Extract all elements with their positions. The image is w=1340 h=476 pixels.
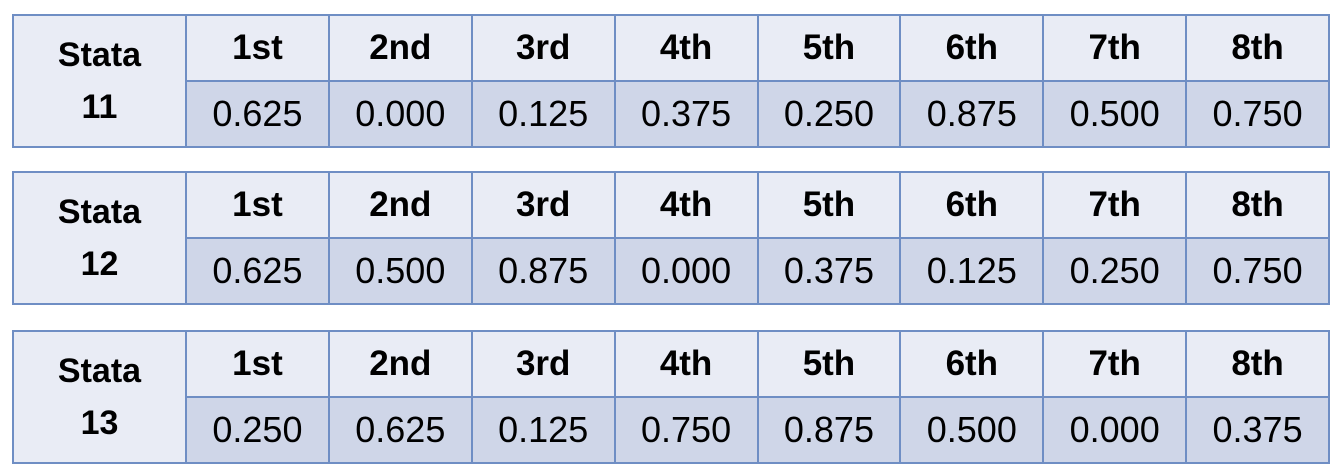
value-cell: 0.125 <box>899 237 1045 305</box>
value-cell: 0.000 <box>613 237 759 305</box>
version-label: Stata 12 <box>12 171 187 305</box>
column-header: 4th <box>613 14 759 82</box>
value-cell: 0.125 <box>470 396 616 464</box>
value-cell: 0.250 <box>756 80 902 148</box>
version-label-line2: 13 <box>80 404 119 442</box>
column-header: 7th <box>1042 330 1188 398</box>
column-header: 5th <box>756 330 902 398</box>
version-label-line1: Stata <box>57 352 142 390</box>
column-header: 2nd <box>327 330 473 398</box>
value-cell: 0.500 <box>327 237 473 305</box>
value-cell: 0.375 <box>613 80 759 148</box>
column-header: 4th <box>613 171 759 239</box>
value-cell: 0.625 <box>185 80 330 148</box>
column-header: 3rd <box>470 330 616 398</box>
value-cell: 0.625 <box>327 396 473 464</box>
value-cell: 0.875 <box>756 396 902 464</box>
value-cell: 0.750 <box>1185 237 1330 305</box>
value-row: 0.625 0.000 0.125 0.375 0.250 0.875 0.50… <box>13 80 1330 148</box>
column-header: 8th <box>1185 171 1330 239</box>
value-cell: 0.875 <box>470 237 616 305</box>
column-header: 2nd <box>327 14 473 82</box>
stata-13-table: Stata 13 1st 2nd 3rd 4th 5th 6th 7th 8th… <box>12 330 1330 464</box>
column-header: 1st <box>185 330 330 398</box>
version-label-line2: 11 <box>81 88 118 126</box>
column-header: 8th <box>1185 14 1330 82</box>
value-cell: 0.750 <box>1185 80 1330 148</box>
column-header: 2nd <box>327 171 473 239</box>
column-header: 3rd <box>470 171 616 239</box>
value-cell: 0.625 <box>185 237 330 305</box>
column-header: 7th <box>1042 14 1188 82</box>
value-cell: 0.000 <box>1042 396 1188 464</box>
column-header: 6th <box>899 14 1045 82</box>
version-label-line2: 12 <box>80 245 119 283</box>
column-header: 8th <box>1185 330 1330 398</box>
value-cell: 0.000 <box>327 80 473 148</box>
value-cell: 0.250 <box>1042 237 1188 305</box>
value-cell: 0.750 <box>613 396 759 464</box>
value-row: 0.625 0.500 0.875 0.000 0.375 0.125 0.25… <box>13 237 1330 305</box>
version-label: Stata 11 <box>12 14 187 148</box>
column-header: 5th <box>756 14 902 82</box>
stata-12-table: Stata 12 1st 2nd 3rd 4th 5th 6th 7th 8th… <box>12 171 1330 305</box>
column-header: 3rd <box>470 14 616 82</box>
header-row: Stata 12 1st 2nd 3rd 4th 5th 6th 7th 8th <box>12 171 1330 305</box>
value-cell: 0.375 <box>1185 396 1330 464</box>
column-header: 7th <box>1042 171 1188 239</box>
header-row: Stata 11 1st 2nd 3rd 4th 5th 6th 7th 8th <box>12 14 1330 148</box>
column-header: 4th <box>613 330 759 398</box>
version-label: Stata 13 <box>12 330 187 464</box>
version-label-line1: Stata <box>57 193 142 231</box>
value-row: 0.250 0.625 0.125 0.750 0.875 0.500 0.00… <box>13 396 1330 464</box>
version-label-line1: Stata <box>57 36 142 74</box>
stata-11-table: Stata 11 1st 2nd 3rd 4th 5th 6th 7th 8th… <box>12 14 1330 148</box>
column-header: 1st <box>185 14 330 82</box>
column-header: 6th <box>899 171 1045 239</box>
value-cell: 0.375 <box>756 237 902 305</box>
value-cell: 0.875 <box>899 80 1045 148</box>
column-header: 5th <box>756 171 902 239</box>
column-header: 6th <box>899 330 1045 398</box>
value-cell: 0.500 <box>1042 80 1188 148</box>
column-header: 1st <box>185 171 330 239</box>
header-row: Stata 13 1st 2nd 3rd 4th 5th 6th 7th 8th <box>12 330 1330 464</box>
value-cell: 0.500 <box>899 396 1045 464</box>
value-cell: 0.125 <box>470 80 616 148</box>
value-cell: 0.250 <box>185 396 330 464</box>
